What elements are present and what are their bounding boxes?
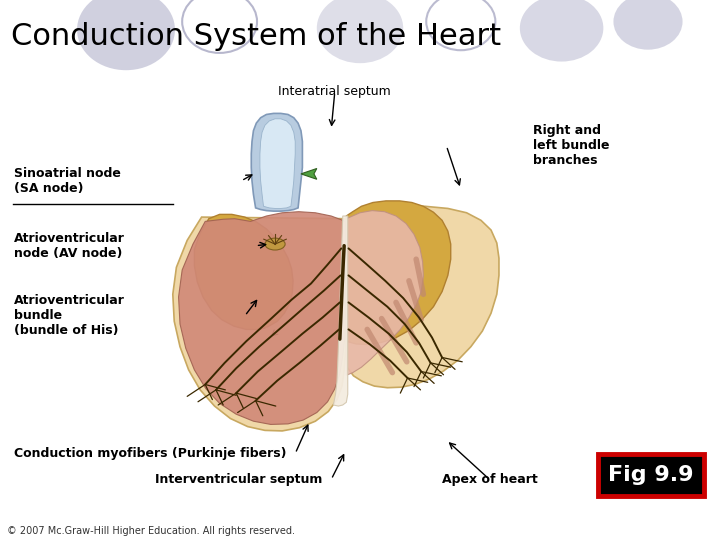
Text: Conduction System of the Heart: Conduction System of the Heart <box>11 22 501 51</box>
Text: Conduction myofibers (Purkinje fibers): Conduction myofibers (Purkinje fibers) <box>14 447 287 460</box>
Polygon shape <box>179 212 346 424</box>
Text: Interatrial septum: Interatrial septum <box>279 85 391 98</box>
Polygon shape <box>251 113 302 211</box>
Polygon shape <box>194 214 293 329</box>
Ellipse shape <box>265 238 285 250</box>
Ellipse shape <box>77 0 175 70</box>
Text: Atrioventricular
node (AV node): Atrioventricular node (AV node) <box>14 232 125 260</box>
Polygon shape <box>301 168 317 179</box>
Text: © 2007 Mc.Graw-Hill Higher Education. All rights reserved.: © 2007 Mc.Graw-Hill Higher Education. Al… <box>7 525 295 536</box>
Ellipse shape <box>520 0 603 62</box>
Polygon shape <box>346 211 423 375</box>
Polygon shape <box>260 119 295 208</box>
FancyBboxPatch shape <box>598 454 704 496</box>
Text: Interventricular septum: Interventricular septum <box>155 473 322 486</box>
Polygon shape <box>346 201 451 345</box>
Ellipse shape <box>613 0 683 50</box>
Polygon shape <box>333 216 348 406</box>
Polygon shape <box>173 206 499 431</box>
Text: Fig 9.9: Fig 9.9 <box>608 464 693 485</box>
Text: Sinoatrial node
(SA node): Sinoatrial node (SA node) <box>14 167 121 195</box>
Ellipse shape <box>317 0 403 63</box>
Text: Right and
left bundle
branches: Right and left bundle branches <box>533 124 609 167</box>
Text: Apex of heart: Apex of heart <box>442 473 537 486</box>
Text: Atrioventricular
bundle
(bundle of His): Atrioventricular bundle (bundle of His) <box>14 294 125 338</box>
